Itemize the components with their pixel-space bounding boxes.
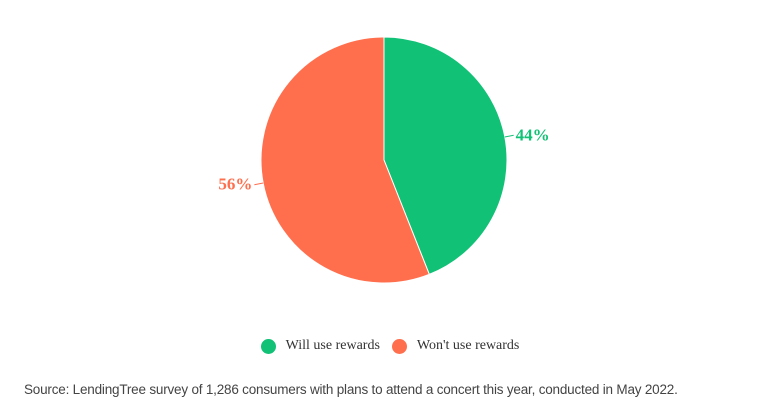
pie-slice-1[interactable] bbox=[260, 36, 430, 284]
legend-label: Will use rewards bbox=[285, 338, 380, 353]
label-connector bbox=[504, 134, 514, 138]
legend-swatch bbox=[260, 338, 276, 354]
data-label: 44% bbox=[516, 125, 550, 144]
label-connector bbox=[254, 182, 264, 186]
source-note: Source: LendingTree survey of 1,286 cons… bbox=[24, 382, 678, 397]
legend-swatch bbox=[391, 338, 407, 354]
data-label: 56% bbox=[218, 175, 252, 194]
legend: Will use rewards Won't use rewards bbox=[0, 338, 780, 354]
legend-item-wont-use[interactable]: Won't use rewards bbox=[391, 338, 520, 354]
legend-label: Won't use rewards bbox=[416, 338, 520, 353]
pie-slice-0[interactable] bbox=[383, 36, 508, 276]
pie-chart: 44% 56% bbox=[218, 36, 550, 284]
legend-item-will-use[interactable]: Will use rewards bbox=[260, 338, 380, 354]
